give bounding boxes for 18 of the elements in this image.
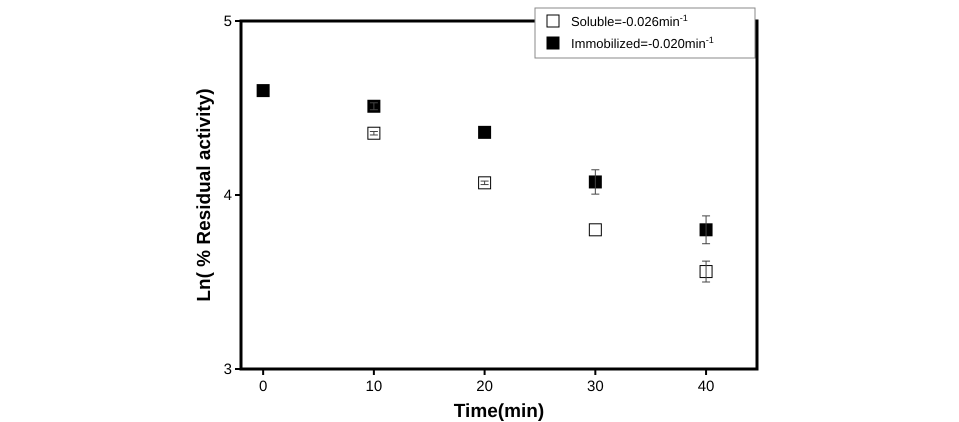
y-tick-label: 3: [224, 361, 232, 378]
x-tick-label: 0: [258, 378, 268, 395]
x-tick-label: 30: [586, 378, 604, 395]
x-tick-label: 10: [366, 378, 382, 395]
legend-label: Immobilized=-0.020min$^{-1}$: [571, 35, 714, 51]
legend-label: Soluble=-0.026min$^{-1}$: [571, 13, 688, 29]
x-tick-label: 20: [476, 378, 493, 395]
point: [588, 175, 602, 188]
point: [478, 126, 492, 139]
y-axis-title: Ln( % Residual activity): [194, 88, 215, 302]
y-tick-label: 4: [224, 187, 232, 204]
point: [700, 265, 713, 278]
point: [588, 223, 602, 236]
point: [256, 84, 270, 98]
x-tick-label: 40: [698, 378, 714, 395]
point: [700, 223, 713, 236]
x-axis-title: Time(min): [454, 401, 544, 422]
y-tick-label: 5: [224, 13, 232, 30]
